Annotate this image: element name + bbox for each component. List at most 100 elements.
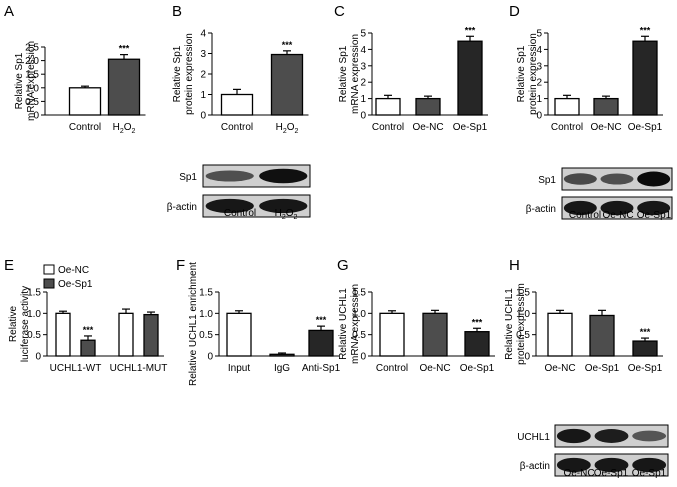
y-tick-label: 3 <box>536 61 542 72</box>
bar <box>55 312 71 357</box>
bar <box>68 87 102 116</box>
y-tick-label: 0 <box>360 352 366 363</box>
blot-lane-label: Oe-NC <box>563 468 594 479</box>
y-tick-label: 2 <box>536 78 542 89</box>
blot-band <box>556 428 591 444</box>
x-tick-label: Oe-Sp1 <box>585 363 620 374</box>
y-tick-label: 0 <box>33 111 39 122</box>
y-axis-label: Relative <box>8 306 19 343</box>
bar <box>593 97 619 116</box>
y-tick-label: 0 <box>200 111 206 122</box>
y-axis-label: luciferase activity <box>20 286 31 362</box>
blot-band <box>563 173 597 185</box>
x-tick-label: Input <box>228 363 250 374</box>
y-tick-label: 4 <box>360 45 366 56</box>
legend-label: Oe-Sp1 <box>58 279 93 290</box>
blot-row-label: β-actin <box>526 204 556 215</box>
blot-row-label: Sp1 <box>538 175 556 186</box>
y-tick-label: 1 <box>360 94 366 105</box>
y-tick-label: 1.0 <box>27 309 41 320</box>
y-tick-label: 1.5 <box>352 288 366 299</box>
y-tick-label: 1.5 <box>25 70 39 81</box>
bar <box>547 312 573 357</box>
y-tick-label: 4 <box>536 45 542 56</box>
x-tick-label: Oe-Sp1 <box>628 122 663 133</box>
blot-lane-label: Oe-Sp1 <box>594 468 629 479</box>
y-tick-label: 2 <box>200 70 206 81</box>
blot-band <box>600 200 634 216</box>
significance-label: *** <box>282 40 293 50</box>
y-tick-label: 0.5 <box>352 330 366 341</box>
x-tick-label: Control <box>551 122 583 133</box>
x-tick-label: Oe-Sp1 <box>460 363 495 374</box>
y-tick-label: 3 <box>200 49 206 60</box>
bar <box>270 53 304 116</box>
x-tick-label: Oe-NC <box>590 122 621 133</box>
blot-lane-label: Oe-NC <box>602 210 633 221</box>
y-tick-label: 0 <box>35 352 41 363</box>
bar <box>308 329 334 357</box>
y-tick-label: 0.5 <box>516 330 530 341</box>
x-tick-label: H2O2 <box>276 122 299 135</box>
y-tick-label: 1 <box>200 90 206 101</box>
y-tick-label: 1.5 <box>199 288 213 299</box>
x-tick-label: Anti-Sp1 <box>302 363 341 374</box>
bar <box>632 340 658 357</box>
y-axis-label: protein expression <box>516 283 527 365</box>
x-tick-label: Oe-NC <box>544 363 575 374</box>
legend: Oe-NC Oe-Sp1 <box>43 264 93 290</box>
blot-band <box>632 430 667 442</box>
x-tick-label: H2O2 <box>113 122 136 135</box>
x-tick-label: Control <box>221 122 253 133</box>
x-tick-label: Oe-Sp1 <box>628 363 663 374</box>
blot-band <box>205 198 254 214</box>
blot-row-label: β-actin <box>520 461 550 472</box>
panel-label: C <box>334 3 345 20</box>
y-tick-label: 1.5 <box>27 288 41 299</box>
blot-lane-label: Control <box>224 208 256 219</box>
blot-band <box>259 198 308 214</box>
y-tick-label: 5 <box>360 29 366 40</box>
y-axis-label: mRNA expression <box>26 41 37 121</box>
y-axis-label: mRNA expression <box>350 284 361 364</box>
blot-row-label: UCHL1 <box>517 432 550 443</box>
y-tick-label: 1 <box>536 94 542 105</box>
bar <box>632 40 658 116</box>
chart-panel-e: E 0 0.5 1.0 1.5 Relative luciferase activity **… <box>4 257 167 374</box>
x-tick-label: Control <box>376 363 408 374</box>
y-axis-label: Relative UCHL1 <box>338 288 349 360</box>
x-tick-label: Control <box>372 122 404 133</box>
western-blot-d: Sp1 β-actin Control Oe-NC Oe-Sp1 <box>526 167 673 221</box>
bar <box>422 312 448 357</box>
blot-lane-label: H2O2 <box>275 208 298 221</box>
y-axis-label: Relative UCHL1 enrichment <box>188 262 199 386</box>
y-tick-label: 0 <box>360 111 366 122</box>
bar <box>220 93 254 116</box>
y-tick-label: 1.0 <box>25 83 39 94</box>
chart-panel-b: B 0 1 2 3 4 Relative Sp1 protein expression Cont… <box>172 3 309 135</box>
legend-swatch <box>43 278 55 289</box>
blot-row-label: Sp1 <box>179 172 197 183</box>
y-axis-label: Relative Sp1 <box>14 52 25 109</box>
bar <box>415 97 441 116</box>
y-axis-label: protein expression <box>528 33 539 115</box>
bar <box>457 40 483 116</box>
y-tick-label: 2.0 <box>25 56 39 67</box>
panel-label: B <box>172 3 182 20</box>
bar <box>143 313 159 357</box>
bar <box>226 312 252 357</box>
significance-label: *** <box>83 325 94 335</box>
blot-lane-label: Oe-Sp1 <box>632 468 667 479</box>
y-axis-label: Relative UCHL1 <box>504 288 515 360</box>
significance-label: *** <box>472 317 483 327</box>
bar <box>118 312 134 357</box>
y-tick-label: 1.0 <box>352 309 366 320</box>
blot-lane-label: Control <box>569 210 601 221</box>
y-tick-label: 0.5 <box>27 330 41 341</box>
blot-band <box>594 429 629 443</box>
